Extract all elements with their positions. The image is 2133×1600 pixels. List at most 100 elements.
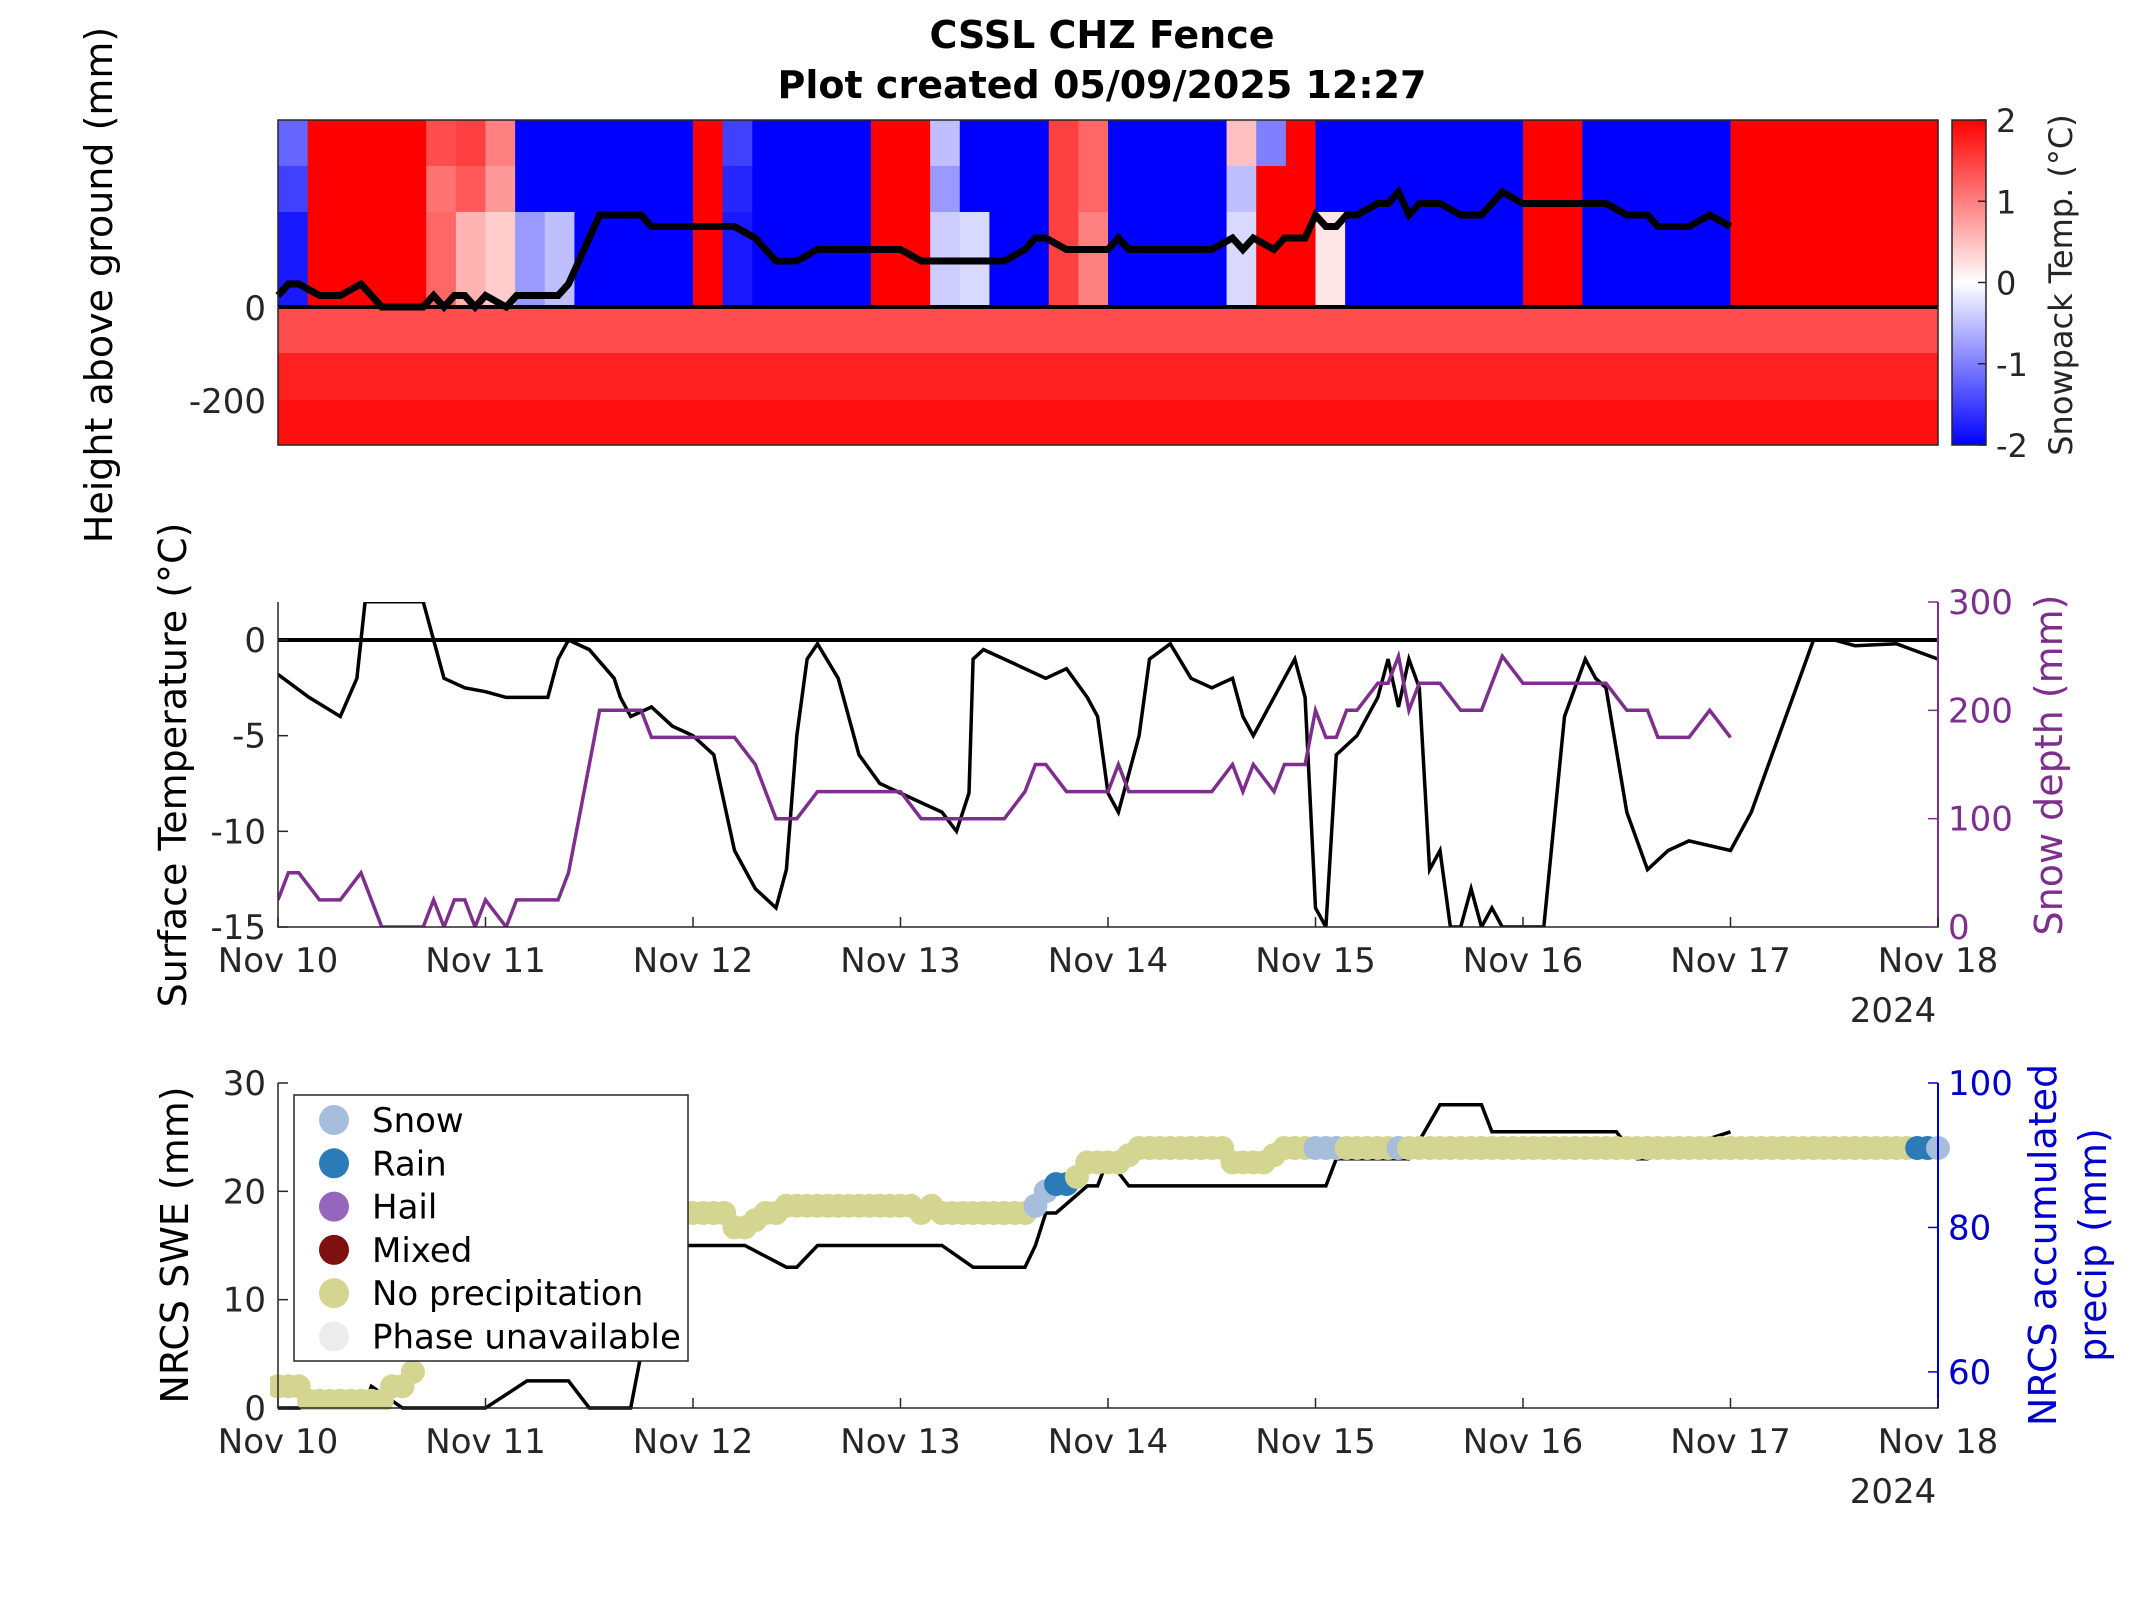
heatmap-cell bbox=[781, 120, 813, 166]
heatmap-cell bbox=[307, 166, 338, 212]
heatmap-cell bbox=[515, 212, 546, 307]
snow-depth-overlay-line bbox=[275, 185, 1733, 313]
heatmap-cell bbox=[1345, 120, 1376, 166]
heatmap-cell bbox=[841, 212, 872, 307]
heatmap-cell bbox=[752, 166, 783, 212]
heatmap-cell bbox=[1523, 212, 1554, 307]
legend-box bbox=[293, 1094, 689, 1362]
heatmap-cell bbox=[1730, 120, 1761, 166]
heatmap-cell bbox=[544, 166, 576, 212]
heatmap-cell bbox=[515, 166, 546, 212]
heatmap-cell bbox=[1374, 212, 1406, 307]
precip-marker bbox=[400, 1359, 425, 1384]
panel3-year-label: 2024 bbox=[1850, 1472, 1937, 1512]
legend-marker bbox=[319, 1191, 349, 1222]
heatmap-cell bbox=[1671, 166, 1702, 212]
ytick-label: -10 bbox=[210, 812, 266, 852]
panel2-ylabel: Surface Temperature (°C) bbox=[151, 523, 195, 1008]
heatmap-cell bbox=[1611, 120, 1643, 166]
soil-temperature-band bbox=[278, 307, 1938, 445]
heatmap-cell bbox=[574, 120, 605, 166]
heatmap-cell bbox=[1789, 212, 1821, 307]
panel2-yticks: 0 -5 -10 -15 bbox=[210, 621, 288, 948]
heatmap-cell bbox=[930, 120, 961, 166]
heatmap-cell bbox=[1285, 166, 1317, 212]
heatmap-cell bbox=[1849, 120, 1880, 166]
legend-label: Snow bbox=[372, 1101, 464, 1141]
heatmap-cell bbox=[485, 212, 516, 307]
heatmap-cell bbox=[1434, 120, 1465, 166]
colorbar-label: Snowpack Temp. (°C) bbox=[2042, 114, 2080, 456]
heatmap-cell bbox=[1315, 166, 1346, 212]
panel-nrcs: 0 10 20 30 60 80 100 Nov 10 Nov 11 Nov 12 Nov 13… bbox=[153, 1064, 2115, 1512]
heatmap-cell bbox=[1611, 212, 1643, 307]
heatmap-cell bbox=[426, 120, 457, 166]
heatmap-cell bbox=[1078, 120, 1109, 166]
heatmap-cell bbox=[959, 120, 991, 166]
heatmap-cell bbox=[1404, 212, 1435, 307]
colorbar-tick-label: -1 bbox=[1996, 346, 2028, 384]
heatmap-cell bbox=[1108, 212, 1139, 307]
ytick-label: -15 bbox=[210, 908, 266, 948]
heatmap-cell bbox=[811, 120, 842, 166]
soil-layer bbox=[278, 353, 1938, 400]
xtick-label: Nov 13 bbox=[840, 941, 960, 981]
heatmap-cell bbox=[544, 120, 576, 166]
ytick-label: 20 bbox=[223, 1172, 266, 1212]
colorbar-tick-label: 1 bbox=[1996, 183, 2016, 221]
heatmap-cell bbox=[1345, 212, 1376, 307]
heatmap-cell bbox=[1878, 212, 1909, 307]
heatmap-cell bbox=[278, 166, 309, 212]
legend-label: No precipitation bbox=[372, 1274, 643, 1314]
xtick-label: Nov 12 bbox=[633, 1422, 753, 1462]
heatmap-cell bbox=[1463, 120, 1494, 166]
heatmap-cell bbox=[1552, 212, 1583, 307]
heatmap-cell bbox=[1285, 120, 1317, 166]
legend-label: Hail bbox=[372, 1188, 437, 1228]
heatmap-ytick-minus200: -200 bbox=[189, 382, 266, 422]
heatmap-cell bbox=[1137, 212, 1168, 307]
heatmap-cell bbox=[1730, 212, 1761, 307]
heatmap-cell bbox=[455, 166, 487, 212]
heatmap-cell bbox=[426, 166, 457, 212]
heatmap-cell bbox=[1789, 120, 1821, 166]
xtick-label: Nov 12 bbox=[633, 941, 753, 981]
chart-subtitle: Plot created 05/09/2025 12:27 bbox=[778, 63, 1427, 107]
y2tick-label: 80 bbox=[1948, 1208, 1991, 1248]
heatmap-cell bbox=[1552, 120, 1583, 166]
panel2-y2label: Snow depth (mm) bbox=[2027, 595, 2071, 936]
ytick-label: 30 bbox=[223, 1064, 266, 1104]
heatmap-cell bbox=[1256, 120, 1287, 166]
heatmap-cells bbox=[278, 120, 1939, 307]
heatmap-cell bbox=[1048, 212, 1079, 307]
heatmap-cell bbox=[1760, 212, 1791, 307]
heatmap-cell bbox=[1493, 212, 1524, 307]
y2tick-label: 200 bbox=[1948, 691, 2013, 731]
heatmap-cell bbox=[396, 166, 427, 212]
heatmap-cell bbox=[337, 120, 368, 166]
y2tick-label: 60 bbox=[1948, 1353, 1991, 1393]
legend-label: Rain bbox=[372, 1144, 447, 1184]
ytick-label: 0 bbox=[244, 1389, 266, 1429]
heatmap-cell bbox=[396, 212, 427, 307]
heatmap-cell bbox=[633, 166, 664, 212]
heatmap-cell bbox=[1611, 166, 1643, 212]
panel2-y2ticks: 0 100 200 300 bbox=[1928, 583, 2013, 948]
panel3-y2label-line2: precip (mm) bbox=[2071, 1128, 2115, 1362]
heatmap-cell bbox=[366, 166, 398, 212]
panel2-axes bbox=[277, 602, 1939, 928]
heatmap-cell bbox=[604, 120, 635, 166]
xtick-label: Nov 16 bbox=[1463, 1422, 1583, 1462]
colorbar-tick-label: -2 bbox=[1996, 427, 2028, 465]
heatmap-cell bbox=[870, 166, 902, 212]
heatmap-cell bbox=[1760, 166, 1791, 212]
panel2-xticks: Nov 10 Nov 11 Nov 12 Nov 13 Nov 14 Nov 15 Nov … bbox=[218, 917, 1998, 981]
heatmap-cell bbox=[1878, 166, 1909, 212]
heatmap-cell bbox=[1404, 120, 1435, 166]
xtick-label: Nov 14 bbox=[1048, 1422, 1168, 1462]
heatmap-cell bbox=[426, 212, 457, 307]
heatmap-cell bbox=[1196, 120, 1228, 166]
legend-marker bbox=[319, 1321, 349, 1352]
